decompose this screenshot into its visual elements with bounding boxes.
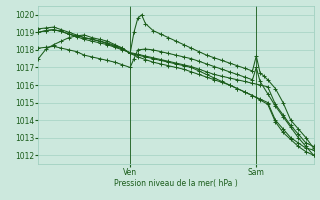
X-axis label: Pression niveau de la mer( hPa ): Pression niveau de la mer( hPa ) (114, 179, 238, 188)
